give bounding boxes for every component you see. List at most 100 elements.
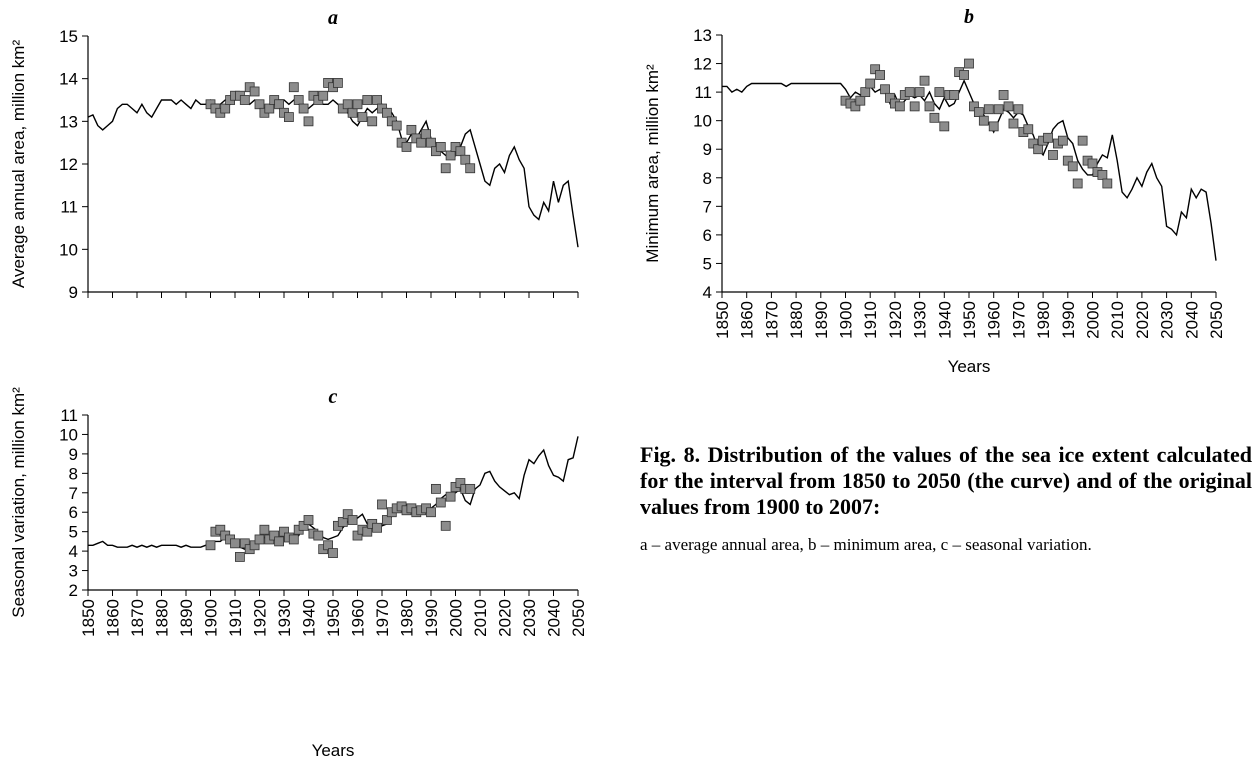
y-tick-label: 9 — [69, 283, 78, 302]
observed-point — [249, 86, 260, 97]
y-tick-label: 7 — [703, 197, 712, 216]
x-tick-label: 2010 — [471, 599, 490, 637]
observed-point — [465, 483, 476, 494]
observed-point — [328, 548, 338, 558]
curve — [87, 94, 579, 248]
x-tick-label: 1990 — [1059, 301, 1078, 339]
y-tick-label: 10 — [59, 425, 78, 444]
x-tick-label: 1920 — [886, 301, 905, 339]
x-tick-label: 1970 — [1009, 301, 1028, 339]
x-tick-label: 1850 — [79, 599, 98, 637]
observed-point — [1003, 101, 1014, 112]
observed-point — [1048, 150, 1058, 160]
observed-point — [1043, 132, 1053, 143]
observed-point — [416, 137, 427, 148]
x-tick-label: 1930 — [275, 599, 294, 637]
y-tick-label: 14 — [59, 70, 78, 89]
observed-point — [337, 517, 348, 527]
observed-point — [1097, 170, 1108, 180]
y-axis-label: Average annual area, million km² — [9, 40, 28, 289]
x-tick-label: 2030 — [520, 599, 539, 637]
x-tick-label: 1900 — [202, 599, 221, 637]
observed-point — [880, 84, 890, 95]
observed-point — [465, 163, 476, 174]
observed-point — [293, 95, 304, 105]
observed-point — [885, 92, 895, 103]
x-tick-label: 2020 — [1133, 301, 1152, 339]
observed-point — [220, 103, 231, 114]
x-tick-label: 1850 — [713, 301, 732, 339]
x-tick-label: 1860 — [104, 599, 123, 637]
y-tick-label: 10 — [693, 112, 712, 131]
observed-point — [421, 129, 432, 140]
observed-point — [352, 99, 363, 110]
observed-point — [303, 515, 314, 525]
y-tick-label: 13 — [693, 26, 712, 45]
x-tick-label: 1990 — [422, 599, 441, 637]
y-axis-label: Seasonal variation, million km² — [9, 387, 28, 618]
observed-point — [894, 101, 905, 112]
y-tick-label: 8 — [703, 169, 712, 188]
x-tick-label: 1960 — [349, 599, 368, 637]
observed-point — [914, 87, 925, 98]
x-axis-label: Years — [312, 741, 355, 760]
observed-point — [969, 101, 979, 112]
observed-point — [372, 95, 383, 105]
x-tick-label: 1890 — [812, 301, 831, 339]
observed-point — [855, 95, 866, 106]
observed-point — [445, 491, 456, 502]
curve — [88, 436, 579, 551]
observed-point — [298, 103, 309, 114]
x-tick-label: 1880 — [787, 301, 806, 339]
x-tick-label: 1950 — [324, 599, 343, 637]
y-tick-label: 8 — [69, 464, 78, 483]
observed-point — [978, 115, 989, 126]
observed-point — [1008, 118, 1019, 129]
observed-point — [254, 534, 265, 545]
observed-point — [998, 90, 1009, 100]
x-tick-label: 1870 — [128, 599, 147, 637]
observed-point — [1023, 124, 1034, 135]
observed-point — [426, 137, 436, 148]
y-tick-label: 13 — [59, 112, 78, 131]
y-tick-label: 5 — [69, 523, 78, 542]
observed-point — [430, 483, 441, 494]
y-tick-label: 6 — [69, 503, 78, 522]
observed-point — [1028, 138, 1039, 149]
x-tick-label: 2030 — [1158, 301, 1177, 339]
observed-point — [445, 150, 456, 161]
y-tick-label: 11 — [694, 83, 712, 102]
observed-point — [426, 507, 436, 518]
x-tick-label: 2000 — [447, 599, 466, 637]
observed-point — [435, 497, 446, 508]
observed-point — [924, 101, 935, 112]
observed-point — [865, 78, 876, 89]
x-tick-label: 1940 — [935, 301, 954, 339]
observed-point — [318, 90, 329, 101]
observed-point — [381, 107, 392, 118]
observed-point — [205, 540, 216, 551]
observed-point — [904, 87, 915, 98]
observed-point — [983, 104, 994, 115]
y-axis-label: Minimum area, million km² — [643, 64, 662, 263]
observed-point — [1102, 178, 1113, 189]
observed-point — [342, 99, 353, 110]
observed-point — [391, 120, 402, 131]
y-tick-label: 4 — [703, 283, 712, 302]
observed-point — [919, 75, 930, 86]
caption: Fig. 8. Distribution of the values of th… — [640, 442, 1252, 556]
observed-point — [988, 121, 999, 132]
x-tick-label: 2040 — [545, 599, 564, 637]
x-tick-label: 1960 — [985, 301, 1004, 339]
observed-point — [1033, 144, 1044, 155]
observed-point — [959, 70, 969, 80]
observed-point — [239, 95, 250, 105]
x-tick-label: 2010 — [1108, 301, 1127, 339]
x-tick-label: 1900 — [837, 301, 856, 339]
y-tick-label: 11 — [60, 406, 78, 425]
y-tick-label: 5 — [703, 254, 712, 273]
observed-point — [401, 142, 412, 152]
observed-point — [347, 107, 358, 118]
observed-point — [288, 534, 299, 545]
